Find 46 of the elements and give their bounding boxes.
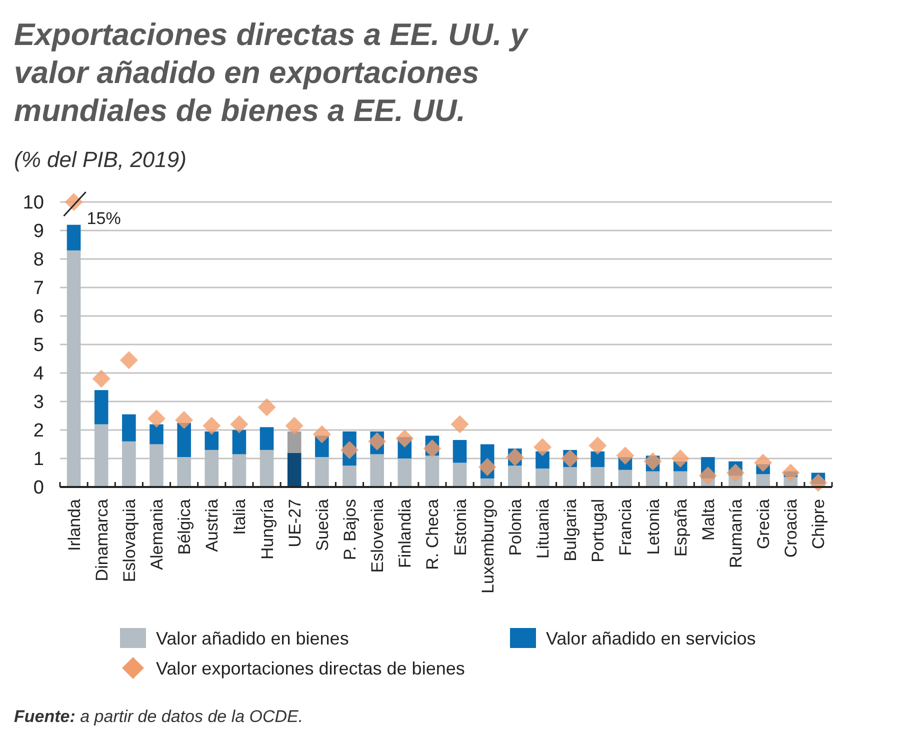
legend-label: Valor exportaciones directas de bienes: [156, 658, 465, 678]
x-tick-label: Austria: [202, 498, 222, 552]
x-tick-label: Dinamarca: [92, 498, 112, 582]
legend-label: Valor añadido en bienes: [156, 628, 349, 648]
y-tick-label: 5: [33, 335, 44, 356]
x-tick-label: Eslovenia: [368, 498, 388, 573]
y-tick-label: 8: [33, 250, 44, 271]
x-tick-label: España: [671, 498, 690, 557]
y-tick-label: 4: [33, 364, 44, 385]
y-tick-label: 9: [33, 221, 44, 242]
x-tick-label: Letonia: [644, 498, 663, 555]
x-tick-label: Francia: [616, 498, 636, 556]
x-tick-label: Luxemburgo: [478, 499, 498, 594]
x-tick-label: P. Bajos: [340, 499, 360, 560]
x-tick-label: Bélgica: [175, 498, 194, 555]
x-tick-label: Croacia: [782, 498, 801, 558]
x-tick-label: Italia: [230, 498, 250, 535]
x-tick-label: Bulgaria: [561, 498, 580, 562]
x-tick-label: Grecia: [754, 498, 774, 550]
y-tick-label: 3: [33, 392, 44, 414]
x-tick-label: Lituania: [534, 498, 552, 559]
y-tick-label: 0: [33, 478, 44, 499]
chart-subtitle: (% del PIB, 2019): [14, 147, 186, 172]
chart-title: Exportaciones directas a EE. UU. y valor añadido en exportaciones mundiales de bienes a EE. UU.: [14, 17, 530, 128]
x-tick-label: UE-27: [285, 499, 304, 548]
y-tick-label: 1: [33, 449, 44, 470]
y-tick-label: 7: [33, 278, 44, 300]
y-tick-label: 2: [33, 420, 44, 442]
x-tick-label: Estonia: [450, 498, 470, 556]
x-tick-label: Portugal: [588, 499, 608, 562]
x-tick-label: Alemania: [148, 498, 166, 570]
x-tick-label: Rumanía: [726, 498, 746, 568]
x-tick-label: Malta: [698, 498, 718, 541]
y-tick-label: 6: [33, 306, 44, 328]
annotation: 15%: [86, 209, 121, 228]
x-tick-label: Chipre: [809, 499, 828, 550]
legend-label: Valor añadido en servicios: [546, 628, 756, 648]
x-tick-label: Suecia: [312, 498, 332, 551]
x-tick-label: Irlanda: [64, 498, 84, 551]
x-tick-label: Finlandia: [396, 498, 415, 568]
x-tick-label: R. Checa: [423, 498, 442, 570]
x-tick-label: Eslovaquia: [120, 498, 139, 582]
x-tick-label: Hungría: [258, 498, 277, 560]
x-tick-label: Polonia: [506, 498, 525, 556]
y-tick-label: 10: [22, 192, 44, 214]
source-note: Fuente: a partir de datos de la OCDE.: [14, 707, 304, 726]
